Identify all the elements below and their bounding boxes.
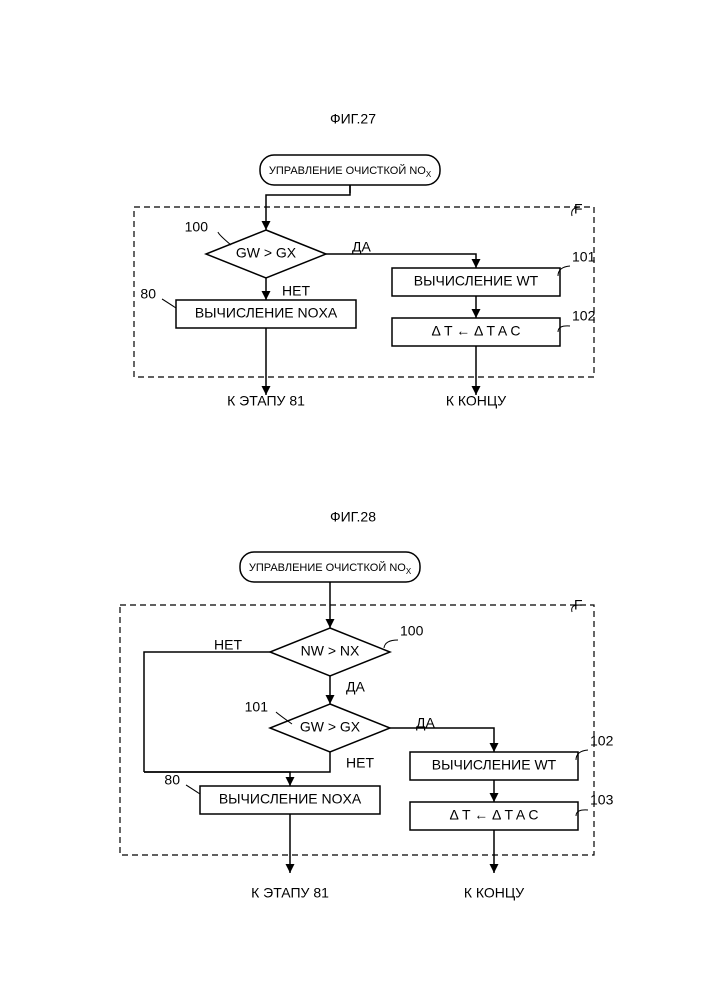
svg-text:К КОНЦУ: К КОНЦУ [464, 885, 524, 901]
svg-text:102: 102 [572, 308, 596, 324]
svg-text:УПРАВЛЕНИЕ ОЧИСТКОЙ NOX: УПРАВЛЕНИЕ ОЧИСТКОЙ NOX [249, 561, 412, 576]
svg-text:102: 102 [590, 733, 614, 749]
svg-text:Δ T ← Δ T A C: Δ T ← Δ T A C [432, 323, 521, 339]
svg-text:К КОНЦУ: К КОНЦУ [446, 393, 506, 409]
svg-text:УПРАВЛЕНИЕ ОЧИСТКОЙ NOX: УПРАВЛЕНИЕ ОЧИСТКОЙ NOX [269, 164, 432, 179]
svg-text:F: F [574, 201, 583, 217]
svg-text:ВЫЧИСЛЕНИЕ NOXA: ВЫЧИСЛЕНИЕ NOXA [219, 791, 362, 807]
svg-text:100: 100 [400, 623, 424, 639]
svg-text:GW > GX: GW > GX [300, 719, 361, 735]
svg-text:НЕТ: НЕТ [346, 755, 374, 771]
svg-text:К ЭТАПУ 81: К ЭТАПУ 81 [251, 885, 329, 901]
svg-text:NW > NX: NW > NX [301, 643, 360, 659]
svg-text:НЕТ: НЕТ [282, 283, 310, 299]
svg-text:80: 80 [140, 286, 156, 302]
svg-text:101: 101 [572, 249, 596, 265]
svg-text:ВЫЧИСЛЕНИЕ WT: ВЫЧИСЛЕНИЕ WT [432, 757, 557, 773]
svg-text:ДА: ДА [352, 239, 371, 255]
svg-text:ФИГ.28: ФИГ.28 [330, 509, 376, 525]
svg-text:103: 103 [590, 792, 614, 808]
svg-text:F: F [574, 597, 583, 613]
svg-text:НЕТ: НЕТ [214, 637, 242, 653]
svg-text:80: 80 [164, 772, 180, 788]
svg-text:ВЫЧИСЛЕНИЕ NOXA: ВЫЧИСЛЕНИЕ NOXA [195, 305, 338, 321]
svg-text:ДА: ДА [346, 679, 365, 695]
svg-text:Δ T ← Δ T A C: Δ T ← Δ T A C [450, 807, 539, 823]
svg-text:GW > GX: GW > GX [236, 245, 297, 261]
svg-text:101: 101 [245, 699, 269, 715]
svg-text:100: 100 [185, 219, 209, 235]
flowchart-canvas: ФИГ.27 УПРАВЛЕНИЕ ОЧИСТКОЙ NOX F GW > GX ДА Н… [0, 0, 707, 1000]
svg-text:ФИГ.27: ФИГ.27 [330, 111, 376, 127]
svg-text:ВЫЧИСЛЕНИЕ WT: ВЫЧИСЛЕНИЕ WT [414, 273, 539, 289]
svg-text:К ЭТАПУ 81: К ЭТАПУ 81 [227, 393, 305, 409]
